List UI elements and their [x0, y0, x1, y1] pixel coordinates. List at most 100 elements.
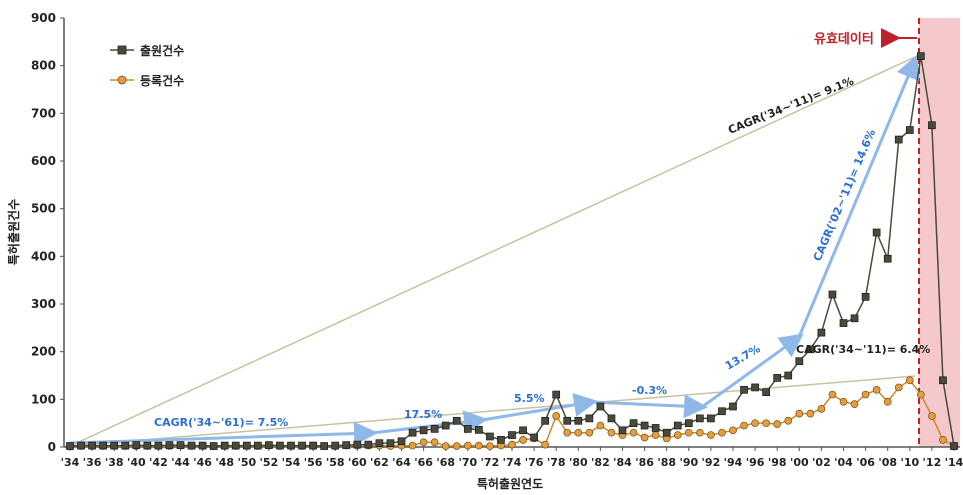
legend-marker-circle	[117, 75, 127, 85]
applications-point	[154, 441, 163, 450]
registrations-point	[596, 421, 605, 430]
y-tick-label: 500	[31, 202, 56, 216]
y-tick-label: 400	[31, 249, 56, 263]
x-tick-label: '90	[679, 456, 698, 469]
applications-point	[729, 402, 737, 411]
registrations-point	[563, 428, 572, 437]
trend-line-cagr-reg	[69, 375, 916, 447]
x-tick-label: '64	[392, 456, 411, 469]
registrations-point	[541, 440, 550, 449]
applications-point	[231, 441, 240, 450]
applications-point	[287, 441, 295, 450]
annotation-cagr-02-11: CAGR('02~'11)= 14.6%	[811, 127, 878, 263]
applications-point	[662, 428, 671, 437]
x-tick-label: '42	[149, 456, 168, 469]
legend-marker-square	[117, 45, 127, 55]
registrations-point	[762, 419, 771, 428]
applications-point	[375, 439, 384, 448]
legend: 출원건수 등록건수	[110, 43, 184, 88]
applications-point	[165, 441, 174, 449]
registrations-point	[651, 431, 660, 439]
trend-line-cagr-total	[69, 56, 916, 447]
registrations-point	[430, 438, 439, 447]
applications-point	[99, 441, 108, 450]
registrations-point	[894, 383, 903, 392]
applications-point	[320, 442, 328, 450]
x-tick-label: '68	[436, 456, 455, 469]
applications-point	[817, 328, 826, 337]
applications-point	[331, 441, 340, 450]
applications-point	[508, 431, 516, 439]
applications-point	[552, 390, 561, 399]
registrations-point	[452, 442, 461, 450]
applications-point	[187, 441, 196, 450]
x-tick-label: '38	[105, 456, 124, 469]
applications-point	[905, 126, 914, 134]
registrations-point	[861, 390, 870, 399]
trend-arrow-5	[701, 333, 804, 409]
registrations-point	[729, 426, 737, 435]
x-tick-label: '88	[657, 456, 676, 469]
registrations-point	[905, 376, 914, 385]
applications-point	[88, 441, 96, 450]
registrations-point	[640, 433, 649, 442]
applications-point	[784, 371, 793, 380]
x-tick-label: '46	[193, 456, 212, 469]
y-tick-label: 300	[31, 297, 56, 311]
registrations-point	[872, 385, 881, 394]
registrations-point	[695, 428, 704, 437]
applications-point	[364, 440, 373, 449]
trend-arrow-1	[69, 421, 378, 446]
x-tick-label: '06	[856, 456, 875, 469]
registrations-point	[939, 436, 947, 444]
registrations-point	[928, 412, 936, 420]
annotation-cagr-reg: CAGR('34~'11)= 6.4%	[796, 343, 930, 356]
applications-point	[430, 425, 439, 433]
applications-point	[684, 419, 693, 428]
x-tick-label: '66	[414, 456, 433, 469]
x-tick-label: '02	[812, 456, 831, 469]
y-tick-label: 600	[31, 154, 56, 168]
y-tick-label: 900	[31, 11, 56, 25]
x-tick-label: '60	[348, 456, 367, 469]
trend-lines	[69, 54, 920, 447]
applications-point	[541, 416, 550, 425]
applications-point	[309, 441, 317, 450]
applications-point	[928, 121, 936, 130]
applications-point	[607, 414, 616, 423]
series-group	[66, 52, 958, 450]
annotation-cagr-total: CAGR('34~'11)= 9.1%	[726, 74, 855, 136]
x-tick-label: '78	[547, 456, 566, 469]
x-tick-label: '86	[635, 456, 654, 469]
registrations-point	[519, 436, 527, 444]
applications-point	[640, 421, 649, 430]
applications-point	[463, 425, 472, 433]
annotations: CAGR('34~'11)= 9.1% CAGR('02~'11)= 14.6%…	[154, 74, 930, 429]
trend-arrow-6	[797, 54, 920, 338]
registrations-point	[916, 390, 925, 399]
x-tick-label: '84	[613, 456, 632, 469]
x-tick-label: '04	[834, 456, 853, 469]
applications-point	[486, 432, 494, 441]
applications-point	[596, 402, 605, 411]
applications-point	[220, 441, 229, 450]
x-tick-label: '08	[878, 456, 897, 469]
x-axis-title: 특허출원연도	[477, 476, 543, 491]
registrations-point	[673, 431, 682, 439]
applications-point	[110, 441, 119, 450]
registrations-point	[574, 428, 583, 437]
applications-point	[795, 357, 804, 366]
applications-point	[806, 345, 815, 354]
registrations-point	[585, 428, 594, 437]
registrations-point	[629, 428, 638, 437]
applications-point	[66, 442, 74, 450]
applications-point	[265, 441, 273, 449]
registrations-point	[707, 431, 715, 439]
applications-point	[563, 416, 572, 425]
trend-arrow-4	[591, 394, 708, 419]
registrations-point	[784, 416, 793, 425]
x-tick-label: '80	[569, 456, 588, 469]
applications-point	[419, 426, 428, 435]
applications-point	[530, 433, 538, 442]
applications-point	[342, 441, 351, 449]
